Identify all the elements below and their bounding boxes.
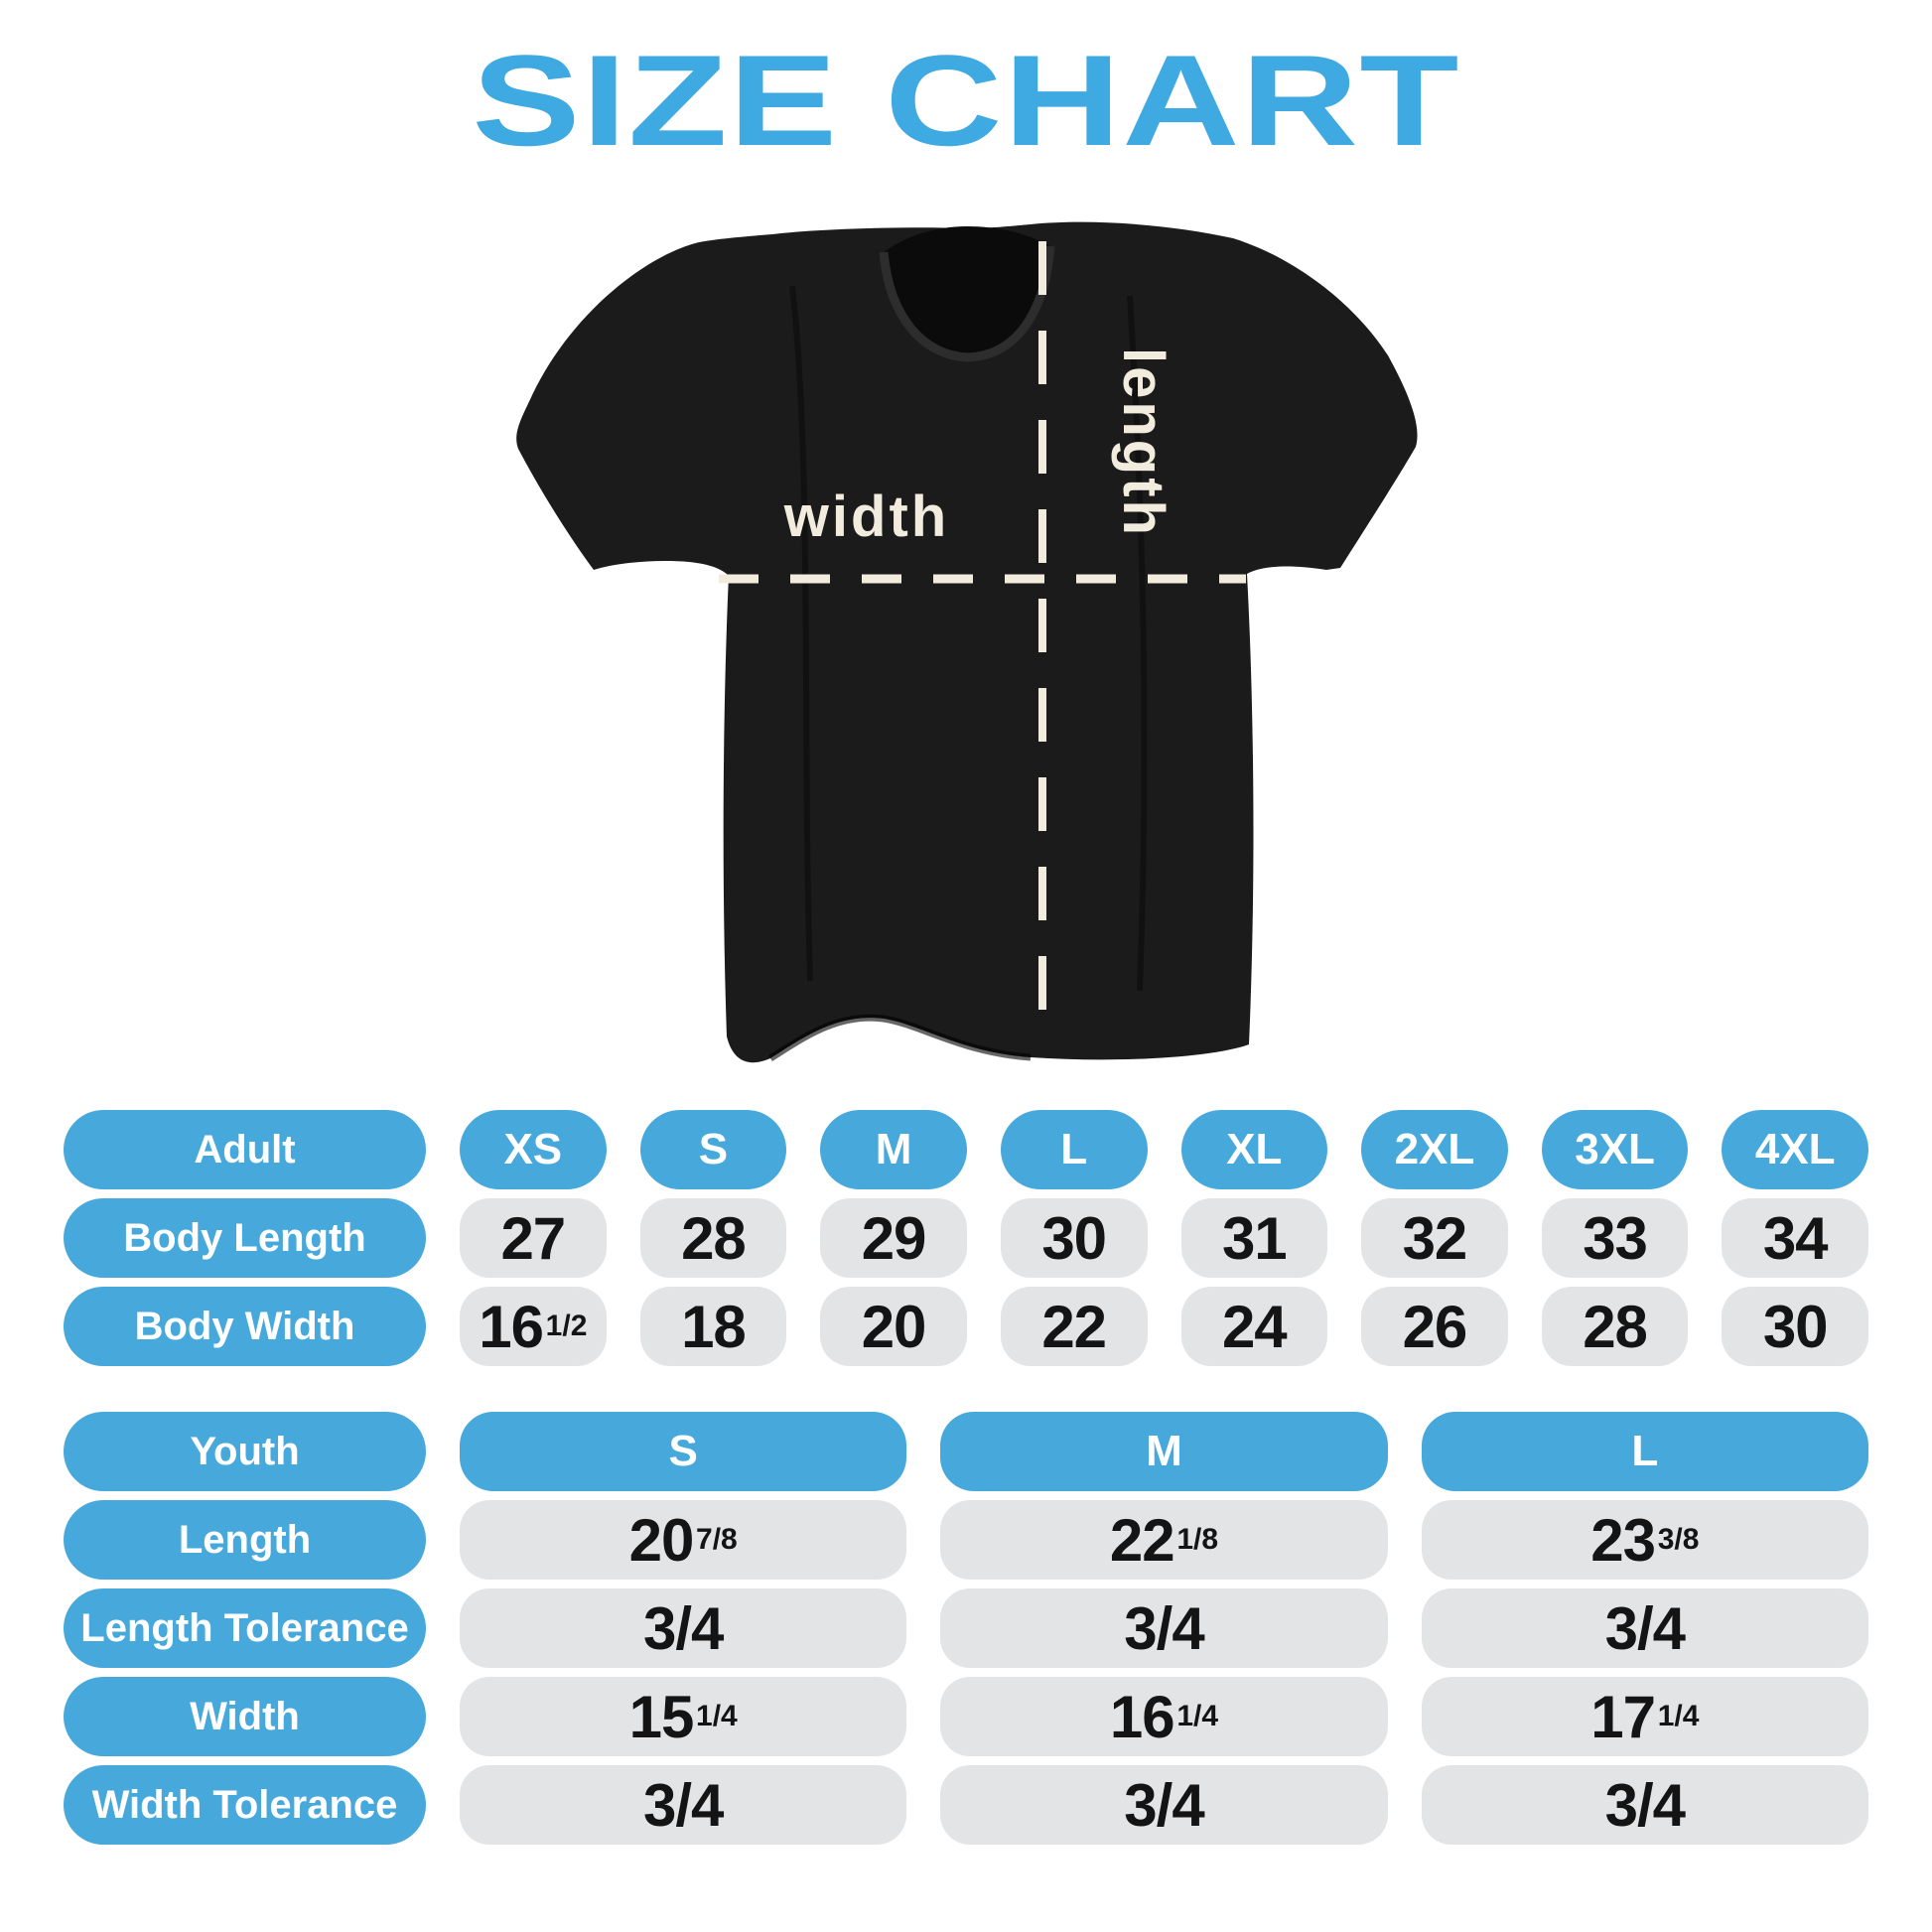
youth-size-table-cell-value: 3/4 (1124, 1594, 1204, 1662)
adult-size-table-size-header-2XL: 2XL (1361, 1110, 1508, 1189)
adult-size-table-size-header-XS: XS (460, 1110, 607, 1189)
adult-size-table-cell-value: 33 (1583, 1204, 1648, 1272)
size-tables-container: Adult XS S M L XL 2XL 3XL 4XL Body Length 27 28 29 30… (64, 1110, 1868, 1845)
adult-size-table-cell: 30 (1722, 1287, 1868, 1366)
collar-band (879, 245, 1055, 362)
youth-size-table-row-label: Length (64, 1500, 426, 1580)
youth-size-table-cell-value: 16 (1109, 1683, 1175, 1750)
adult-size-table-row-label: Body Length (64, 1198, 426, 1278)
adult-size-table: Adult XS S M L XL 2XL 3XL 4XL Body Length 27 28 29 30… (64, 1110, 1868, 1366)
youth-size-table-size-header-S: S (460, 1412, 907, 1491)
adult-size-table-cell: 28 (639, 1198, 787, 1278)
adult-size-table-cell: 16 1/2 (460, 1287, 607, 1366)
width-guide-label: width (783, 484, 949, 549)
youth-size-table-row-label: Width Tolerance (64, 1765, 426, 1845)
adult-size-table-cell-value: 24 (1221, 1293, 1288, 1360)
adult-size-table-cell-value: 20 (861, 1293, 927, 1360)
youth-size-table-cell-fraction: 1/4 (1176, 1700, 1219, 1732)
adult-size-table-cell: 33 (1541, 1198, 1689, 1278)
youth-size-table-cell-value: 22 (1109, 1506, 1175, 1574)
tshirt-measurement-figure: width length (494, 167, 1438, 1095)
youth-size-table-row-label: Width (64, 1677, 426, 1756)
adult-size-table-cell-value: 28 (1583, 1293, 1648, 1360)
adult-size-table-cell-value: 27 (500, 1204, 566, 1272)
youth-size-table-cell: 3/4 (940, 1588, 1388, 1668)
youth-size-table-cell-fraction: 7/8 (696, 1523, 738, 1556)
adult-size-table-cell: 32 (1361, 1198, 1508, 1278)
adult-size-table-size-header-XL: XL (1180, 1110, 1328, 1189)
adult-size-table-cell: 30 (1000, 1198, 1148, 1278)
adult-size-table-cell: 20 (820, 1287, 967, 1366)
adult-size-table-cell-value: 30 (1041, 1204, 1107, 1272)
youth-size-table-cell-value: 20 (628, 1506, 695, 1574)
tshirt-figure-svg: width length (516, 221, 1418, 1063)
shirt-hem-fold (768, 1014, 1032, 1061)
adult-size-table-cell: 28 (1541, 1287, 1689, 1366)
youth-size-table-cell-value: 3/4 (642, 1594, 724, 1662)
collar-opening (884, 226, 1050, 357)
youth-size-table-cell: 3/4 (1421, 1588, 1868, 1668)
adult-size-table-group-label: Adult (64, 1110, 426, 1189)
youth-size-table-cell: 15 1/4 (460, 1677, 907, 1756)
adult-size-table-cell-value: 22 (1041, 1293, 1107, 1360)
youth-size-table-cell-value: 3/4 (642, 1771, 724, 1839)
adult-size-table-size-header-4XL: 4XL (1722, 1110, 1868, 1189)
youth-size-table-cell: 22 1/8 (940, 1500, 1388, 1580)
adult-size-table-cell-value: 30 (1762, 1293, 1829, 1360)
youth-size-table: Youth S M L Length 20 7/8 22 1/8 23 3/8 Length Tole… (64, 1412, 1868, 1845)
adult-size-table-cell: 18 (639, 1287, 787, 1366)
adult-size-table-cell: 27 (460, 1198, 607, 1278)
adult-size-table-size-header-L: L (1000, 1110, 1148, 1189)
youth-size-table-row-label: Length Tolerance (64, 1588, 426, 1668)
adult-size-table-cell-value: 31 (1221, 1204, 1288, 1272)
youth-size-table-cell: 17 1/4 (1421, 1677, 1868, 1756)
length-guide-label: length (1111, 347, 1175, 538)
adult-size-table-row-label: Body Width (64, 1287, 426, 1366)
youth-size-table-cell-value: 3/4 (1604, 1594, 1686, 1662)
adult-size-table-cell-value: 32 (1402, 1204, 1468, 1272)
adult-size-table-size-header-S: S (639, 1110, 787, 1189)
adult-size-table-cell: 24 (1180, 1287, 1328, 1366)
shirt-wrinkle-shading (789, 285, 1148, 992)
adult-size-table-cell-value: 28 (681, 1204, 747, 1272)
adult-size-table-cell: 26 (1361, 1287, 1508, 1366)
youth-size-table-size-header-M: M (940, 1412, 1388, 1491)
adult-size-table-cell-fraction: 1/2 (545, 1310, 588, 1342)
adult-size-table-size-header-3XL: 3XL (1541, 1110, 1689, 1189)
adult-size-table-cell-value: 18 (681, 1293, 747, 1360)
youth-size-table-cell: 3/4 (460, 1588, 907, 1668)
youth-size-table-group-label: Youth (64, 1412, 426, 1491)
youth-size-table-cell-fraction: 1/8 (1176, 1523, 1219, 1556)
youth-size-table-cell-value: 3/4 (1604, 1771, 1686, 1839)
youth-size-table-cell-fraction: 1/4 (696, 1700, 738, 1732)
youth-size-table-size-header-L: L (1421, 1412, 1868, 1491)
adult-size-table-cell-value: 34 (1762, 1204, 1829, 1272)
adult-size-table-cell: 34 (1722, 1198, 1868, 1278)
adult-size-table-cell: 29 (820, 1198, 967, 1278)
adult-size-table-cell: 31 (1180, 1198, 1328, 1278)
youth-size-table-cell-fraction: 1/4 (1657, 1700, 1700, 1732)
youth-size-table-cell-value: 15 (628, 1683, 695, 1750)
youth-size-table-cell-value: 23 (1590, 1506, 1656, 1574)
tshirt-silhouette (516, 221, 1418, 1063)
adult-size-table-cell: 22 (1000, 1287, 1148, 1366)
youth-size-table-cell: 3/4 (1421, 1765, 1868, 1845)
adult-size-table-cell-value: 26 (1402, 1293, 1468, 1360)
youth-size-table-cell-value: 3/4 (1124, 1771, 1204, 1839)
youth-size-table-cell: 23 3/8 (1421, 1500, 1868, 1580)
adult-size-table-size-header-M: M (820, 1110, 967, 1189)
adult-size-table-cell-value: 16 (479, 1293, 544, 1360)
youth-size-table-cell: 3/4 (940, 1765, 1388, 1845)
adult-size-table-cell-value: 29 (861, 1204, 927, 1272)
youth-size-table-cell-value: 17 (1590, 1683, 1656, 1750)
youth-size-table-cell: 3/4 (460, 1765, 907, 1845)
youth-size-table-cell: 20 7/8 (460, 1500, 907, 1580)
page-title: SIZE CHART (472, 28, 1460, 173)
youth-size-table-cell-fraction: 3/8 (1657, 1523, 1700, 1556)
youth-size-table-cell: 16 1/4 (940, 1677, 1388, 1756)
